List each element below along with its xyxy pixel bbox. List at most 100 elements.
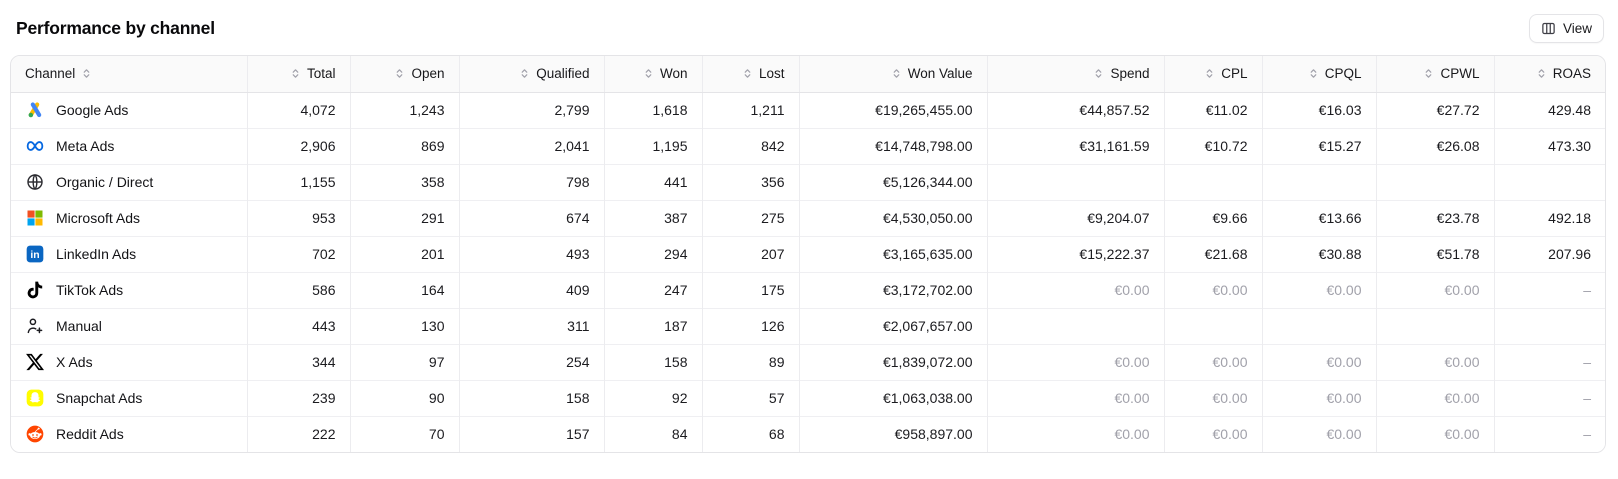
- column-label: Total: [306, 66, 336, 82]
- cell-lost: 1,211: [701, 92, 799, 128]
- cell-cpql: [1261, 307, 1376, 344]
- cell-won: 387: [603, 199, 702, 236]
- cell-cpl: €9.66: [1163, 199, 1262, 236]
- channel-name: LinkedIn Ads: [56, 246, 137, 262]
- table-row[interactable]: Microsoft Ads 953 291 674 387 275 €4,530,050.0…: [11, 199, 1605, 236]
- cell-won_value: €14,748,798.00: [798, 127, 987, 164]
- column-label: CPWL: [1440, 66, 1480, 82]
- cell-total: 1,155: [246, 163, 350, 200]
- cell-won_value: €5,126,344.00: [798, 163, 987, 200]
- column-label: ROAS: [1552, 66, 1591, 82]
- cell-cpl: €0.00: [1163, 415, 1262, 452]
- cell-cpwl: €0.00: [1375, 343, 1494, 380]
- panel-header: Performance by channel View: [10, 13, 1608, 43]
- cell-cpwl: €0.00: [1375, 379, 1494, 416]
- table-row[interactable]: Snapchat Ads 239 90 158 92 57 €1,063,038.00 €0.…: [11, 379, 1605, 416]
- table-row[interactable]: Meta Ads 2,906 869 2,041 1,195 842 €14,748,798…: [11, 127, 1605, 164]
- column-header-cpql[interactable]: CPQL: [1261, 56, 1376, 93]
- cell-spend: €15,222.37: [986, 235, 1164, 272]
- column-header-won_value[interactable]: Won Value: [798, 56, 987, 93]
- cell-open: 358: [349, 163, 459, 200]
- channel-name: Organic / Direct: [56, 174, 154, 190]
- cell-open: 291: [349, 199, 459, 236]
- column-label: Spend: [1110, 66, 1150, 82]
- table-row[interactable]: TikTok Ads 586 164 409 247 175 €3,172,702.00 €0…: [11, 271, 1605, 308]
- sort-icon: [290, 68, 301, 79]
- cell-qualified: 2,041: [458, 127, 604, 164]
- cell-qualified: 311: [458, 307, 604, 344]
- cell-won: 1,618: [603, 92, 702, 128]
- table-row[interactable]: Manual 443 130 311 187 126 €2,067,657.00: [11, 307, 1605, 344]
- cell-channel: Google Ads: [11, 92, 247, 128]
- column-header-roas[interactable]: ROAS: [1493, 56, 1605, 93]
- channel-name: Snapchat Ads: [56, 390, 143, 406]
- column-header-cpwl[interactable]: CPWL: [1375, 56, 1494, 93]
- cell-spend: €0.00: [986, 271, 1164, 308]
- cell-roas: 492.18: [1493, 199, 1605, 236]
- linkedin-icon: in: [25, 244, 45, 264]
- column-header-spend[interactable]: Spend: [986, 56, 1164, 93]
- table-row[interactable]: in LinkedIn Ads 702 201 493 294 207 €3,165,635.…: [11, 235, 1605, 272]
- column-label: Won Value: [907, 66, 973, 82]
- sort-icon: [643, 68, 654, 79]
- cell-cpl: €11.02: [1163, 92, 1262, 128]
- column-header-won[interactable]: Won: [603, 56, 702, 93]
- cell-cpwl: €0.00: [1375, 415, 1494, 452]
- cell-qualified: 2,799: [458, 92, 604, 128]
- cell-open: 1,243: [349, 92, 459, 128]
- cell-cpwl: €51.78: [1375, 235, 1494, 272]
- cell-channel: Meta Ads: [11, 127, 247, 164]
- cell-total: 953: [246, 199, 350, 236]
- channel-name: Meta Ads: [56, 138, 115, 154]
- table-row[interactable]: X Ads 344 97 254 158 89 €1,839,072.00 €0.00 €0.0…: [11, 343, 1605, 380]
- svg-text:in: in: [30, 250, 39, 261]
- cell-open: 869: [349, 127, 459, 164]
- cell-cpl: [1163, 163, 1262, 200]
- cell-cpwl: [1375, 163, 1494, 200]
- cell-cpwl: €0.00: [1375, 271, 1494, 308]
- column-label: CPQL: [1324, 66, 1362, 82]
- cell-channel: Snapchat Ads: [11, 379, 247, 416]
- tiktok-icon: [25, 280, 45, 300]
- cell-spend: €31,161.59: [986, 127, 1164, 164]
- sort-icon: [394, 68, 405, 79]
- cell-total: 222: [246, 415, 350, 452]
- cell-total: 344: [246, 343, 350, 380]
- performance-by-channel-panel: Performance by channel View Channel Total…: [10, 13, 1608, 453]
- cell-roas: –: [1493, 379, 1605, 416]
- cell-spend: [986, 307, 1164, 344]
- sort-icon: [1308, 68, 1319, 79]
- cell-won: 294: [603, 235, 702, 272]
- cell-cpql: €0.00: [1261, 379, 1376, 416]
- cell-cpql: €0.00: [1261, 271, 1376, 308]
- snapchat-icon: [25, 388, 45, 408]
- column-header-channel[interactable]: Channel: [11, 56, 247, 93]
- meta-icon: [25, 136, 45, 156]
- table-row[interactable]: Reddit Ads 222 70 157 84 68 €958,897.00 €0.00 €0…: [11, 415, 1605, 452]
- column-label: Qualified: [536, 66, 590, 82]
- cell-cpl: €0.00: [1163, 343, 1262, 380]
- cell-lost: 57: [701, 379, 799, 416]
- view-button[interactable]: View: [1528, 13, 1604, 43]
- column-label: Won: [659, 66, 688, 82]
- column-label: Lost: [758, 66, 785, 82]
- cell-channel: TikTok Ads: [11, 271, 247, 308]
- sort-icon: [742, 68, 753, 79]
- cell-total: 443: [246, 307, 350, 344]
- column-header-cpl[interactable]: CPL: [1163, 56, 1262, 93]
- cell-open: 70: [349, 415, 459, 452]
- column-header-lost[interactable]: Lost: [701, 56, 799, 93]
- cell-roas: –: [1493, 271, 1605, 308]
- column-header-qualified[interactable]: Qualified: [458, 56, 604, 93]
- cell-qualified: 254: [458, 343, 604, 380]
- table-row[interactable]: Organic / Direct 1,155 358 798 441 356 €5,126,…: [11, 163, 1605, 200]
- cell-won_value: €4,530,050.00: [798, 199, 987, 236]
- cell-lost: 356: [701, 163, 799, 200]
- column-header-total[interactable]: Total: [246, 56, 350, 93]
- cell-roas: 207.96: [1493, 235, 1605, 272]
- table-row[interactable]: Google Ads 4,072 1,243 2,799 1,618 1,211 €19,2…: [11, 92, 1605, 128]
- cell-open: 164: [349, 271, 459, 308]
- column-header-open[interactable]: Open: [349, 56, 459, 93]
- column-label: Channel: [25, 66, 76, 82]
- cell-cpql: €15.27: [1261, 127, 1376, 164]
